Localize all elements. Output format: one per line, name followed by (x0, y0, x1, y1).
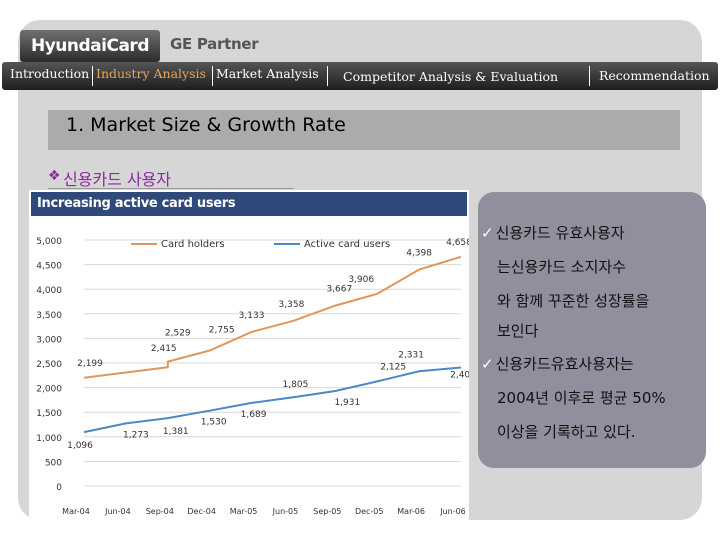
legend-label: Active card users (304, 239, 390, 250)
series-line-active-card-users (83, 366, 462, 434)
x-tick-label: Mar-05 (230, 507, 258, 516)
y-tick-label: 2,000 (36, 385, 62, 395)
x-tick-label: Mar-04 (62, 507, 90, 516)
nav-bar (2, 62, 718, 90)
y-tick-label: 1,500 (36, 409, 62, 419)
x-tick-label: Jun-05 (272, 507, 299, 516)
data-label: 2,125 (380, 362, 406, 372)
diamond-bullet-icon: ❖ (48, 168, 61, 184)
subheading-underline (48, 166, 294, 189)
nav-separator (589, 66, 590, 86)
y-tick-label: 5,000 (36, 237, 62, 247)
chart-panel (29, 190, 469, 520)
x-tick-label: Sep-05 (313, 507, 341, 516)
data-label: 1,530 (201, 418, 227, 428)
data-label: 4,658 (446, 238, 469, 248)
callout-line-text: 2004년 이후로 평균 50% (497, 389, 666, 407)
x-tick-label: Sep-04 (146, 507, 174, 516)
data-label: 1,273 (123, 430, 149, 440)
x-tick-label: Jun-06 (439, 507, 466, 516)
subheading: 신용카드 사용자 (63, 170, 172, 189)
check-bullet-icon: ✓ (481, 355, 494, 373)
y-tick-label: 3,000 (36, 335, 62, 345)
chart-title: Increasing active card users (37, 196, 236, 211)
section-header-bar (48, 110, 680, 150)
callout-line-text: 이상을 기록하고 있다. (497, 423, 636, 441)
data-label: 3,906 (348, 275, 374, 285)
data-label: 3,358 (279, 300, 305, 310)
callout-line: 는신용카드 소지자수 (497, 256, 626, 277)
data-label: 3,133 (239, 311, 265, 321)
callout-box (478, 192, 706, 468)
nav-item-industry-analysis[interactable]: Industry Analysis (96, 66, 206, 81)
x-tick-label: Jun-04 (104, 507, 131, 516)
callout-line-text: 와 함께 꾸준한 성장률을 (497, 292, 650, 310)
data-label: 2,199 (77, 359, 103, 369)
callout-line: 이상을 기록하고 있다. (497, 421, 636, 442)
callout-line: 보인다 (497, 320, 538, 341)
callout-line-text: 보인다 (497, 322, 539, 340)
data-label: 1,931 (334, 398, 360, 408)
data-label: 1,805 (283, 380, 309, 390)
nav-item-recommendation[interactable]: Recommendation (599, 68, 710, 83)
chart-title-bar (31, 192, 467, 216)
y-tick-label: 4,500 (36, 262, 62, 272)
callout-line: 와 함께 꾸준한 성장률을 (497, 290, 649, 311)
callout-line: ✓ 신용카드유효사용자는 (481, 353, 634, 374)
callout-line-text: 신용카드 유효사용자 (495, 224, 625, 242)
section-title: 1. Market Size & Growth Rate (66, 114, 346, 136)
y-tick-label: 0 (56, 483, 62, 493)
ge-partner-label: GE Partner (170, 35, 259, 53)
nav-item-market-analysis[interactable]: Market Analysis (216, 66, 319, 81)
callout-line: ✓ 신용카드 유효사용자 (481, 222, 625, 243)
y-tick-label: 2,500 (36, 360, 62, 370)
legend-label: Card holders (161, 239, 225, 250)
data-label: 2,408 (450, 371, 469, 381)
nav-separator (327, 66, 328, 86)
data-label: 1,381 (163, 427, 189, 437)
callout-line-text: 신용카드유효사용자는 (495, 355, 634, 373)
series-line-card-holders (83, 255, 462, 379)
data-label: 4,398 (406, 249, 432, 259)
data-label: 1,689 (241, 410, 267, 420)
hyundaicard-logo: HyundaiCard (20, 30, 160, 62)
data-label: 3,667 (326, 285, 352, 295)
y-tick-label: 1,000 (36, 434, 62, 444)
data-label: 2,529 (165, 329, 191, 339)
nav-separator (212, 66, 213, 86)
data-label: 2,415 (151, 344, 177, 354)
data-label: 2,755 (209, 325, 235, 335)
x-tick-label: Mar-06 (397, 507, 425, 516)
y-tick-label: 500 (45, 458, 62, 468)
line-chart: 0 500 1,000 1,500 2,000 2,500 3,000 3,500 4,000 4… (36, 237, 469, 516)
nav-separator (92, 66, 93, 86)
y-tick-label: 4,000 (36, 286, 62, 296)
callout-line-text: 는신용카드 소지자수 (497, 258, 626, 276)
check-bullet-icon: ✓ (481, 224, 494, 242)
callout-line: 2004년 이후로 평균 50% (497, 387, 666, 408)
y-tick-label: 3,500 (36, 311, 62, 321)
x-tick-label: Dec-05 (355, 507, 384, 516)
data-label: 1,096 (67, 441, 93, 451)
nav-item-introduction[interactable]: Introduction (10, 66, 90, 81)
data-label: 2,331 (398, 350, 424, 360)
x-tick-label: Dec-04 (187, 507, 216, 516)
nav-item-competitor-analysis[interactable]: Competitor Analysis & Evaluation (343, 69, 559, 84)
